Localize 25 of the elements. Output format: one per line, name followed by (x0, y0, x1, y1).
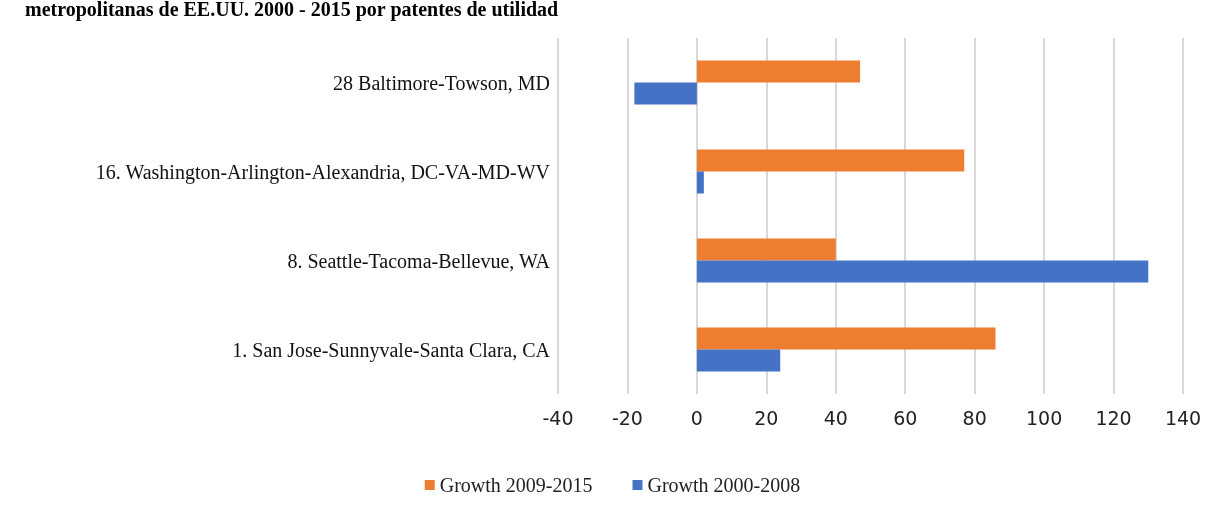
x-tick-label: -20 (611, 406, 643, 429)
legend-label: Growth 2000-2008 (647, 474, 801, 496)
bar (634, 82, 697, 105)
text: metropolitanas de EE.UU. 2000 - 2015 por patentes de utilidad (25, 0, 559, 21)
bar (696, 260, 1149, 283)
x-tick-label: 140 (1164, 406, 1202, 429)
x-tick-label: 60 (893, 406, 918, 429)
y-tick-label: 8. Seattle-Tacoma-Bellevue, WA (287, 249, 551, 272)
x-tick-label: 40 (823, 406, 848, 429)
x-tick-label: 100 (1025, 406, 1063, 429)
legend-label: Growth 2009-2015 (439, 474, 593, 496)
y-tick-label: 1. San Jose-Sunnyvale-Santa Clara, CA (232, 338, 551, 362)
bar (696, 60, 861, 83)
bar (696, 171, 704, 194)
x-tick-label: 120 (1095, 406, 1132, 429)
bar (696, 238, 836, 261)
y-tick-label: 28 Baltimore-Towson, MD (333, 71, 550, 94)
x-tick-label: 80 (962, 406, 987, 429)
bar (696, 349, 781, 372)
bar (696, 149, 965, 172)
x-tick-label: 0 (690, 406, 703, 429)
x-tick-label: 20 (754, 406, 779, 429)
x-tick-label: -40 (542, 406, 574, 429)
y-tick-label: 16. Washington-Arlington-Alexandria, DC-VA-MD-WV (95, 160, 551, 184)
bar (696, 327, 996, 350)
